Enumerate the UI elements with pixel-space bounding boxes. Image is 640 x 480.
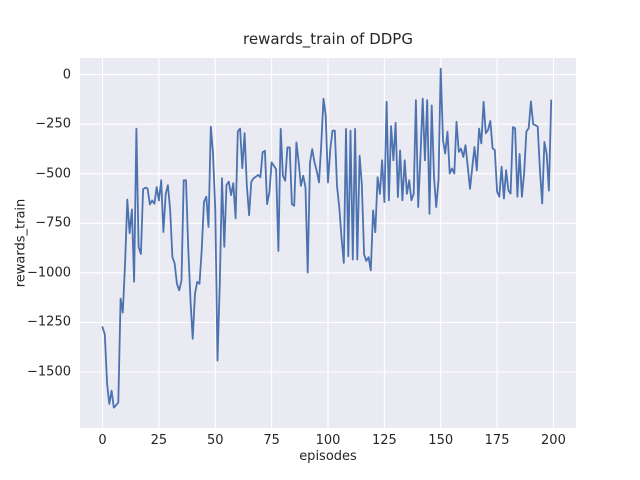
y-tick-label: −1250 xyxy=(27,314,71,330)
x-tick-label: 0 xyxy=(98,433,107,448)
y-tick-label: −1000 xyxy=(27,265,71,281)
y-tick-label: −750 xyxy=(35,215,71,231)
x-axis-label: episodes xyxy=(299,449,357,464)
line-chart xyxy=(80,58,576,428)
x-tick-label: 125 xyxy=(371,433,397,448)
x-tick-label: 75 xyxy=(263,433,280,448)
x-tick-label: 175 xyxy=(484,433,510,448)
chart-title: rewards_train of DDPG xyxy=(243,30,413,48)
y-tick-label: −1500 xyxy=(27,364,71,380)
x-tick-label: 25 xyxy=(150,433,168,448)
y-tick-label: −250 xyxy=(35,116,71,132)
x-tick-label: 100 xyxy=(315,433,341,448)
grid-lines xyxy=(80,58,576,428)
x-tick-label: 50 xyxy=(206,433,224,448)
y-tick-label: −500 xyxy=(35,166,71,182)
y-tick-label: 0 xyxy=(62,67,71,83)
x-tick-label: 150 xyxy=(428,433,454,448)
rewards-train-line xyxy=(101,67,553,409)
x-tick-label: 200 xyxy=(541,433,566,448)
plot-area xyxy=(80,58,576,428)
